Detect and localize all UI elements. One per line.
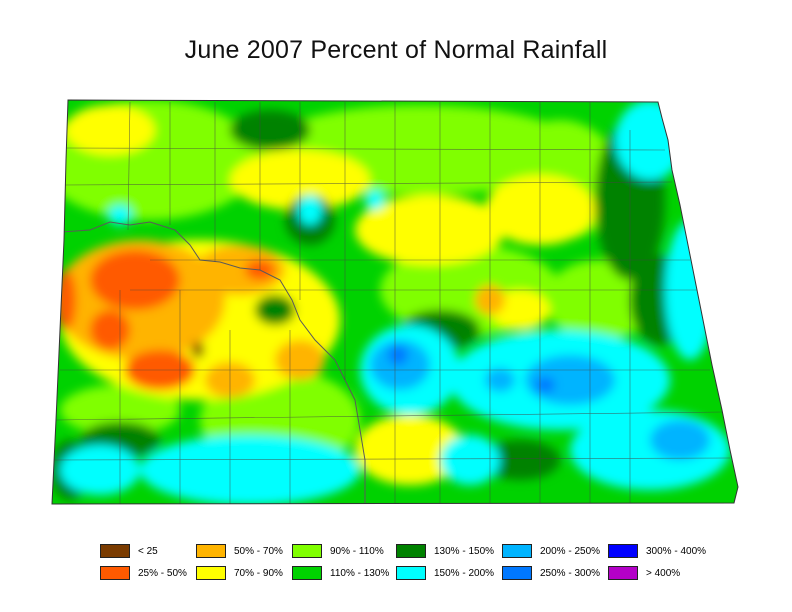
- legend-item: < 25: [100, 543, 158, 559]
- legend-item: 90% - 110%: [292, 543, 384, 559]
- legend-item: 70% - 90%: [196, 565, 283, 581]
- legend-label: 130% - 150%: [434, 545, 495, 557]
- legend-item: > 400%: [608, 565, 680, 581]
- rainfall-zones: [52, 100, 738, 504]
- map-title: June 2007 Percent of Normal Rainfall: [184, 36, 608, 64]
- legend-swatch: [502, 544, 532, 558]
- legend-item: 250% - 300%: [502, 565, 600, 581]
- legend-swatch: [608, 544, 638, 558]
- legend-item: 110% - 130%: [292, 565, 389, 581]
- legend-item: 150% - 200%: [396, 565, 494, 581]
- legend-swatch: [608, 566, 638, 580]
- legend-label: 300% - 400%: [646, 545, 707, 557]
- legend-label: 25% - 50%: [138, 567, 187, 579]
- legend-swatch: [100, 544, 130, 558]
- legend-swatch: [396, 544, 426, 558]
- legend-label: > 400%: [646, 567, 681, 579]
- state-border: [51, 99, 739, 505]
- legend-swatch: [100, 566, 130, 580]
- legend-swatch: [196, 544, 226, 558]
- legend-label: 200% - 250%: [540, 545, 601, 557]
- legend-label: 70% - 90%: [234, 567, 283, 579]
- legend-swatch: [292, 566, 322, 580]
- legend-label: 250% - 300%: [540, 567, 601, 579]
- legend-swatch: [292, 544, 322, 558]
- legend-label: 150% - 200%: [434, 567, 495, 579]
- legend-swatch: [196, 566, 226, 580]
- legend-item: 25% - 50%: [100, 565, 187, 581]
- legend-label: 90% - 110%: [330, 545, 384, 557]
- legend-label: 50% - 70%: [234, 545, 283, 557]
- legend-item: 200% - 250%: [502, 543, 600, 559]
- legend-swatch: [502, 566, 532, 580]
- legend-label: 110% - 130%: [330, 567, 390, 579]
- legend-item: 300% - 400%: [608, 543, 706, 559]
- legend-swatch: [396, 566, 426, 580]
- legend-label: < 25: [138, 545, 158, 557]
- legend-item: 130% - 150%: [396, 543, 494, 559]
- legend-item: 50% - 70%: [196, 543, 283, 559]
